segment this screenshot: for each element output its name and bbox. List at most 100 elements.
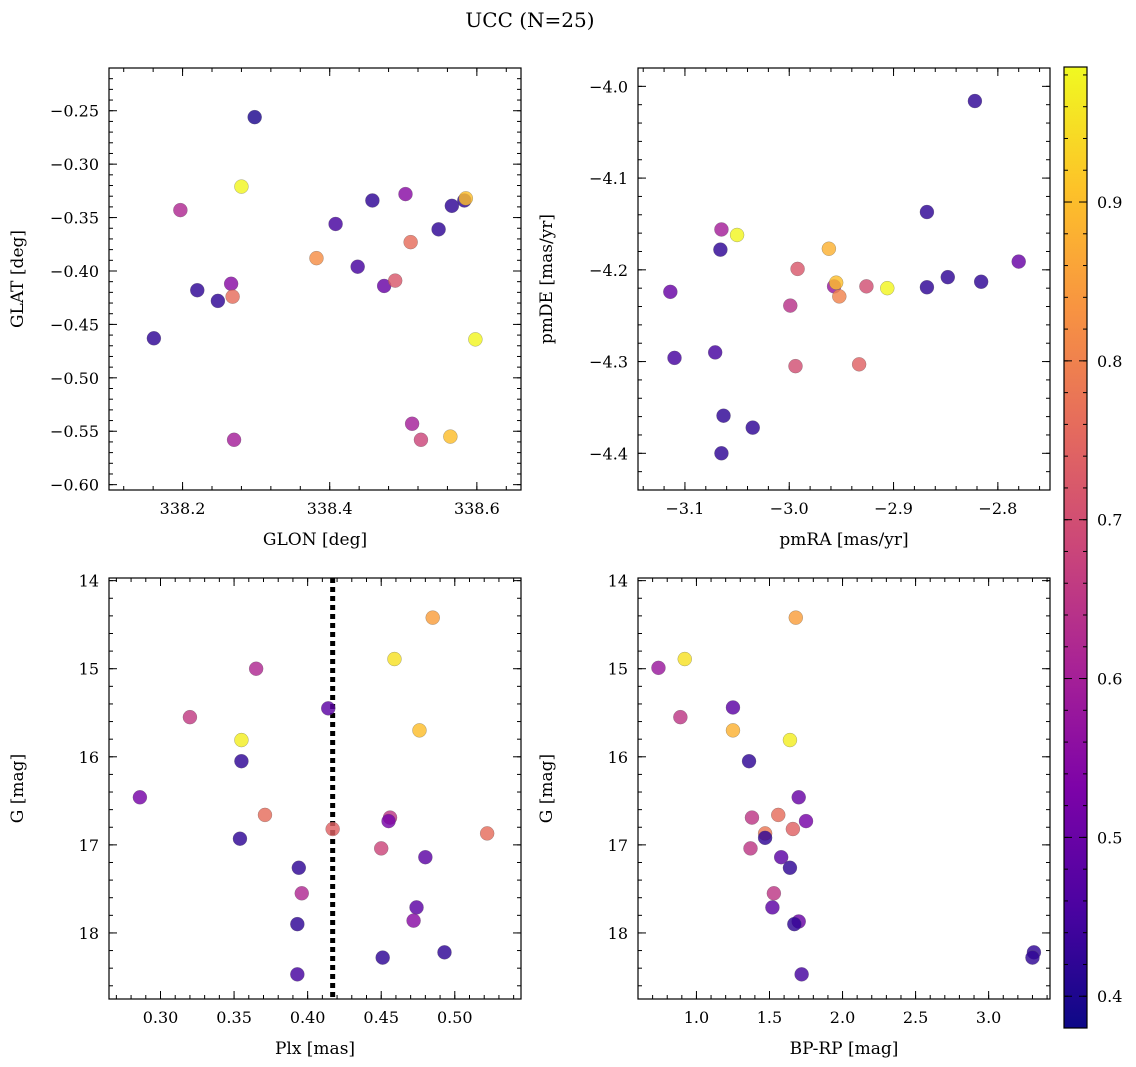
x-axis-label: GLON [deg]: [263, 530, 367, 550]
y-tick-label: −0.25: [50, 102, 99, 121]
scatter-point: [234, 732, 249, 748]
scatter-point: [294, 886, 310, 901]
x-tick-label: −3.0: [770, 499, 809, 518]
scatter-point: [309, 250, 324, 266]
scatter-point: [248, 661, 264, 676]
scatter-point: [707, 345, 723, 360]
y-tick-label: −0.60: [50, 476, 99, 495]
scatter-point: [725, 723, 741, 738]
scatter-point: [673, 709, 688, 725]
x-tick-label: −3.1: [666, 499, 705, 518]
y-tick-label: 17: [79, 836, 99, 855]
y-tick-label: 18: [608, 924, 628, 943]
y-axis-label: pmDE [mas/yr]: [537, 214, 557, 344]
y-tick-label: 14: [79, 572, 99, 591]
x-tick-label: 2.5: [903, 1008, 928, 1027]
scatter-point: [798, 813, 814, 829]
colorbar-gradient: [1064, 67, 1087, 1028]
scatter-point: [412, 723, 427, 738]
scatter-point: [425, 610, 440, 625]
y-tick-label: 17: [608, 836, 628, 855]
scatter-point: [919, 204, 935, 220]
scatter-point: [479, 826, 495, 841]
colorbar-frame: [1063, 66, 1088, 1029]
scatter-point: [443, 429, 458, 444]
scatter-point: [787, 916, 802, 932]
scatter-point: [794, 967, 809, 982]
panels: 338.2 338.4 338.6 −0.25 −0.30 −0.35 −0.40 −0.45…: [8, 67, 1051, 1059]
y-axis-label: G [mag]: [537, 754, 557, 823]
x-axis-label: BP-RP [mag]: [790, 1039, 899, 1059]
scatter-point: [437, 945, 452, 960]
scatter-point: [291, 860, 307, 876]
scatter-point: [788, 610, 804, 625]
scatter-point: [406, 913, 421, 928]
scatter-point: [325, 821, 340, 837]
y-axis-label: GLAT [deg]: [8, 230, 28, 328]
scatter-point: [729, 227, 745, 243]
scatter-point: [365, 193, 380, 208]
axes-frame: [637, 67, 1051, 491]
axes-frame: [108, 67, 522, 491]
y-tick-label: 18: [79, 924, 99, 943]
scatter-point: [782, 732, 798, 748]
scatter-point: [290, 916, 305, 932]
panel-1: 338.2 338.4 338.6 −0.25 −0.30 −0.35 −0.40 −0.45…: [8, 67, 522, 550]
axes-frame: [637, 577, 1051, 1000]
scatter-point: [409, 900, 424, 915]
scatter-point: [458, 191, 474, 206]
scatter-point: [713, 242, 728, 257]
x-tick-label: 0.40: [290, 1008, 326, 1027]
scatter-point: [350, 259, 365, 274]
colorbar-tick-label: 0.4: [1097, 987, 1122, 1006]
x-tick-label: 0.30: [143, 1008, 179, 1027]
scatter-point: [190, 282, 205, 298]
scatter-point: [783, 298, 798, 313]
scatter-point: [132, 790, 148, 805]
x-tick-label: −2.9: [874, 499, 913, 518]
colorbar-tick-label: 0.9: [1097, 193, 1122, 212]
scatter-point: [225, 289, 240, 304]
scatter-point: [771, 807, 786, 823]
scatter-point: [744, 810, 760, 825]
y-tick-label: −0.55: [50, 422, 99, 441]
colorbar-tick-label: 0.6: [1097, 670, 1122, 689]
y-tick-label: −4.2: [589, 261, 628, 280]
scatter-point: [973, 274, 989, 290]
scatter-point: [677, 651, 693, 667]
colorbar-tick-label: 0.5: [1097, 828, 1122, 847]
figure-title: UCC (N=25): [465, 8, 594, 32]
scatter-point: [766, 886, 782, 901]
scatter-point: [257, 807, 273, 823]
scatter-point: [232, 831, 248, 846]
y-tick-label: −0.30: [50, 155, 99, 174]
scatter-point: [290, 967, 305, 982]
scatter-point: [791, 790, 806, 805]
panel-4: 1.0 1.5 2.0 2.5 3.0 14 15 16 17 18 BP-RP [mag] G [m…: [537, 572, 1051, 1059]
scatter-point: [757, 830, 773, 846]
scatter-point: [790, 261, 805, 277]
scatter-point: [859, 279, 874, 294]
scatter-point: [851, 357, 867, 372]
y-tick-label: 16: [79, 748, 99, 767]
y-tick-label: −4.0: [589, 77, 628, 96]
scatter-point: [444, 198, 460, 214]
x-axis-label: Plx [mas]: [275, 1039, 355, 1059]
scatter-point: [247, 109, 262, 125]
scatter-point: [328, 216, 343, 232]
scatter-point: [418, 849, 433, 865]
scatter-point: [773, 849, 789, 865]
scatter-point: [967, 93, 983, 109]
y-tick-label: 16: [608, 748, 628, 767]
scatter-point: [832, 289, 847, 304]
y-tick-label: 15: [608, 660, 628, 679]
x-tick-label: 3.0: [976, 1008, 1001, 1027]
scatter-point: [716, 408, 731, 423]
y-tick-label: −0.40: [50, 262, 99, 281]
scatter-point: [398, 186, 413, 202]
scatter-point: [782, 860, 798, 876]
scatter-point: [725, 700, 741, 715]
scatter-point: [234, 179, 249, 194]
scatter-point: [745, 420, 760, 435]
